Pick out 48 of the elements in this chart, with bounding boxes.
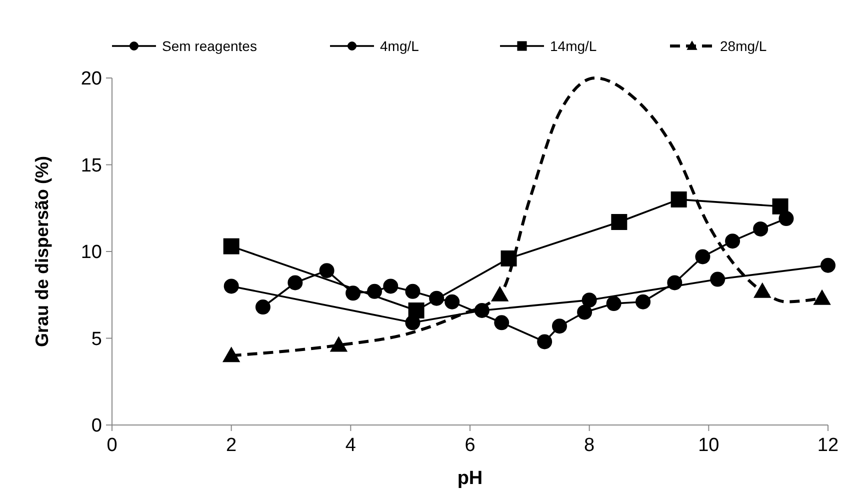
x-tick-label: 12 xyxy=(817,435,839,456)
point xyxy=(255,300,270,315)
legend-label: 28mg/L xyxy=(720,38,767,54)
point xyxy=(319,263,334,278)
point xyxy=(725,234,740,249)
point xyxy=(408,302,424,318)
point xyxy=(494,315,510,330)
point xyxy=(670,191,687,208)
point xyxy=(491,286,508,302)
point xyxy=(695,249,710,264)
point xyxy=(224,278,239,294)
y-tick-label: 5 xyxy=(91,328,102,350)
y-axis-title: Grau de dispersão (%) xyxy=(32,156,52,348)
point xyxy=(814,290,831,305)
x-axis-title: pH xyxy=(457,468,483,489)
point xyxy=(582,292,597,308)
point xyxy=(552,318,567,334)
point xyxy=(772,198,788,214)
legend-label: Sem reagentes xyxy=(162,38,257,54)
legend-label: 14mg/L xyxy=(550,38,597,54)
point xyxy=(537,334,552,350)
point xyxy=(223,238,240,254)
x-tick-label: 10 xyxy=(698,435,720,456)
point xyxy=(222,347,240,362)
point xyxy=(710,272,726,287)
point xyxy=(636,294,651,310)
point xyxy=(474,302,490,318)
point xyxy=(606,296,622,312)
point xyxy=(405,284,420,299)
y-tick-label: 10 xyxy=(80,242,102,264)
y-tick-label: 0 xyxy=(91,416,102,437)
legend-label: 4mg/L xyxy=(380,38,420,54)
x-tick-label: 8 xyxy=(584,435,595,456)
point xyxy=(330,336,348,352)
x-tick-label: 4 xyxy=(345,435,356,456)
point xyxy=(611,214,628,230)
x-tick-label: 0 xyxy=(106,435,118,456)
x-tick-label: 2 xyxy=(226,435,237,456)
y-tick-label: 20 xyxy=(80,68,102,90)
point xyxy=(444,294,460,310)
y-tick-label: 15 xyxy=(80,155,102,176)
point xyxy=(577,304,592,320)
point xyxy=(754,282,771,298)
point xyxy=(820,258,836,273)
point xyxy=(383,278,398,294)
x-tick-label: 6 xyxy=(464,435,476,456)
point xyxy=(288,275,303,290)
point xyxy=(753,221,768,236)
